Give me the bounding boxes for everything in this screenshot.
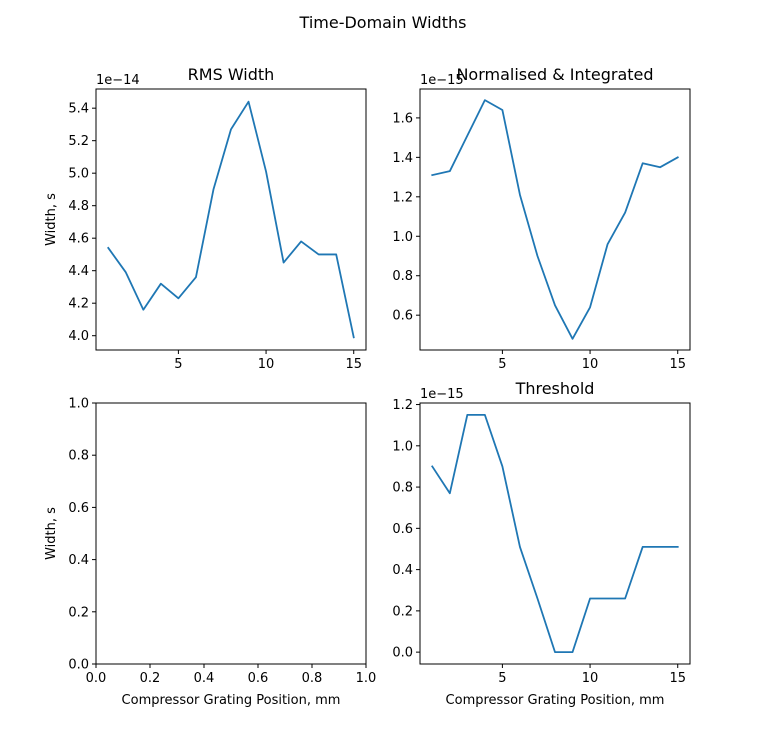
series-line xyxy=(107,100,355,339)
y-tick-label: 5.2 xyxy=(68,134,89,149)
x-axis-label: Compressor Grating Position, mm xyxy=(122,693,341,708)
y-tick-label: 1.6 xyxy=(392,111,413,126)
y-tick-label: 4.8 xyxy=(68,199,89,214)
y-tick-label: 1.2 xyxy=(392,190,413,205)
series-line xyxy=(431,99,679,340)
y-axis-label: Width, s xyxy=(44,507,59,560)
x-tick-label: 0.4 xyxy=(194,671,215,686)
y-offset-label: 1e−15 xyxy=(420,73,464,88)
y-tick-label: 4.6 xyxy=(68,232,89,247)
axes-frame xyxy=(419,88,691,351)
axes-frame xyxy=(419,402,691,665)
y-tick-label: 1.0 xyxy=(392,439,413,454)
axes-frame xyxy=(95,88,367,351)
y-tick-label: 4.0 xyxy=(68,329,89,344)
y-tick-label: 0.8 xyxy=(392,481,413,496)
x-tick-label: 10 xyxy=(582,671,599,686)
series-line xyxy=(431,413,679,654)
subplot-3: 0.0 0.2 0.4 0.6 0.8 1.0 0.0 0.2 0.4 0.6 0.8 1.0 Comp… xyxy=(44,397,376,709)
y-tick-label: 0.8 xyxy=(68,449,89,464)
subplot-title: RMS Width xyxy=(188,65,275,84)
axes-frame xyxy=(95,402,367,665)
subplot-grid: 5 10 15 4.0 4.2 4.4 4.6 4.8 5.0 5.2 5.4 1e−14 RMS Wi… xyxy=(44,65,691,709)
y-offset-label: 1e−15 xyxy=(420,387,464,402)
x-tick-label: 5 xyxy=(174,357,182,372)
subplot-title: Threshold xyxy=(515,379,595,398)
x-tick-label: 0.0 xyxy=(86,671,107,686)
x-tick-label: 10 xyxy=(258,357,275,372)
x-tick-label: 10 xyxy=(582,357,599,372)
x-tick-label: 5 xyxy=(498,671,506,686)
y-tick-label: 4.4 xyxy=(68,264,89,279)
y-tick-label: 1.2 xyxy=(392,398,413,413)
y-tick-label: 0.0 xyxy=(68,658,89,673)
y-axis-label: Width, s xyxy=(44,193,59,246)
y-tick-label: 0.6 xyxy=(392,522,413,537)
y-tick-label: 0.4 xyxy=(68,553,89,568)
y-tick-label: 0.2 xyxy=(392,604,413,619)
subplot-4: 5 10 15 0.0 0.2 0.4 0.6 0.8 1.0 1.2 1e−15 Threshold… xyxy=(392,379,691,708)
y-tick-label: 5.4 xyxy=(68,102,89,117)
x-tick-label: 15 xyxy=(345,357,362,372)
y-tick-label: 0.6 xyxy=(68,501,89,516)
y-tick-label: 0.8 xyxy=(392,269,413,284)
y-tick-label: 1.0 xyxy=(68,397,89,412)
y-tick-label: 0.4 xyxy=(392,563,413,578)
figure-title: Time-Domain Widths xyxy=(299,13,467,32)
x-tick-label: 1.0 xyxy=(356,671,377,686)
y-offset-label: 1e−14 xyxy=(96,73,140,88)
y-tick-label: 0.2 xyxy=(68,605,89,620)
x-tick-label: 0.6 xyxy=(248,671,269,686)
y-tick-label: 1.0 xyxy=(392,230,413,245)
subplot-1: 5 10 15 4.0 4.2 4.4 4.6 4.8 5.0 5.2 5.4 1e−14 RMS Wi… xyxy=(44,65,367,372)
x-tick-label: 5 xyxy=(498,357,506,372)
y-tick-label: 0.0 xyxy=(392,646,413,661)
y-tick-label: 4.2 xyxy=(68,297,89,312)
y-tick-label: 0.6 xyxy=(392,309,413,324)
subplot-title: Normalised & Integrated xyxy=(456,65,653,84)
y-tick-label: 1.4 xyxy=(392,151,413,166)
x-tick-label: 0.2 xyxy=(140,671,161,686)
y-tick-label: 5.0 xyxy=(68,167,89,182)
x-axis-label: Compressor Grating Position, mm xyxy=(446,693,665,708)
x-tick-label: 15 xyxy=(669,357,686,372)
x-tick-label: 15 xyxy=(669,671,686,686)
x-tick-label: 0.8 xyxy=(302,671,323,686)
